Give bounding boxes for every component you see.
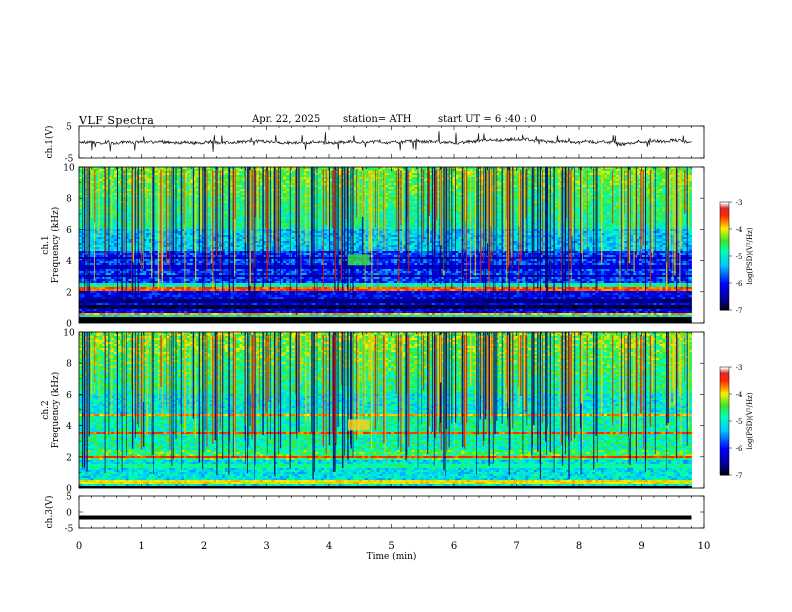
- y-tick-label: 5: [66, 493, 72, 503]
- y-tick-label: 4: [66, 422, 72, 432]
- x-axis-label: Time (min): [367, 551, 417, 562]
- x-axis: 0 1 2 3 4 5 6 7 8 9 10 Time (min): [76, 541, 711, 562]
- y-tick-label: 4: [66, 257, 72, 267]
- ch1-waveform: [79, 131, 692, 152]
- dc-band: [79, 317, 692, 323]
- colorbar-tick-label: -7: [736, 307, 743, 315]
- colorbar-tick-label: -5: [736, 418, 743, 426]
- y-tick-label: 2: [66, 453, 72, 463]
- y-axis-label: ch.2: [41, 400, 51, 419]
- colorbar-tick-label: -4: [736, 391, 743, 399]
- colorbar-tick-label: -3: [736, 199, 743, 207]
- x-tick-label: 9: [638, 541, 644, 552]
- colorbar-tick-label: -4: [736, 226, 743, 234]
- axes-panel-4: 5 0 -5 ch.3(V): [44, 493, 704, 535]
- ch1-spectrogram: [79, 167, 692, 323]
- colorbar-tick-label: -6: [736, 280, 743, 288]
- ch1-trace: [79, 131, 692, 152]
- x-tick-label: 4: [326, 541, 332, 552]
- y-axis-label-2: Frequency (kHz): [50, 207, 61, 284]
- y-tick-label: 10: [63, 329, 75, 339]
- axes-panel-1: 5-5ch.1(V): [44, 123, 704, 165]
- y-tick-label: -5: [65, 525, 74, 535]
- y-axis-label: ch.1: [41, 235, 51, 254]
- colorbar-tick-label: -7: [736, 472, 743, 480]
- y-tick-label: 0: [66, 509, 72, 519]
- colorbar-tick-label: -5: [736, 253, 743, 261]
- x-tick-label: 10: [698, 541, 711, 552]
- x-tick-label: 7: [513, 541, 519, 552]
- colorbar-2: -3 -4 -5 -6 -7 log(PSD)(V²/Hz): [720, 199, 754, 315]
- ch2-spectrogram: [79, 332, 692, 488]
- y-tick-label: 10: [63, 164, 75, 174]
- y-axis-label-2: Frequency (kHz): [50, 372, 61, 449]
- colorbar-label: log(PSD)(V²/Hz): [746, 392, 754, 449]
- y-tick-label: 6: [66, 391, 72, 401]
- y-tick-label: 8: [66, 195, 72, 205]
- y-tick-label: 8: [66, 360, 72, 370]
- x-tick-label: 3: [263, 541, 269, 552]
- colorbar-tick-label: -6: [736, 445, 743, 453]
- x-tick-label: 8: [576, 541, 582, 552]
- y-tick-label: 6: [66, 226, 72, 236]
- panel-frame: [79, 496, 704, 528]
- y-tick-label: 2: [66, 288, 72, 298]
- colorbar-3: -3 -4 -5 -6 -7 log(PSD)(V²/Hz): [720, 364, 754, 480]
- colorbar-label: log(PSD)(V²/Hz): [746, 227, 754, 284]
- x-tick-label: 2: [201, 541, 207, 552]
- y-axis-label: ch.1(V): [44, 126, 55, 159]
- y-axis-label: ch.3(V): [44, 496, 55, 529]
- x-tick-label: 5: [388, 541, 394, 552]
- x-tick-label: 0: [76, 541, 82, 552]
- y-tick-label: 5: [66, 123, 72, 133]
- x-tick-label: 6: [451, 541, 457, 552]
- colorbar-tick-label: -3: [736, 364, 743, 372]
- x-tick-label: 1: [138, 541, 144, 552]
